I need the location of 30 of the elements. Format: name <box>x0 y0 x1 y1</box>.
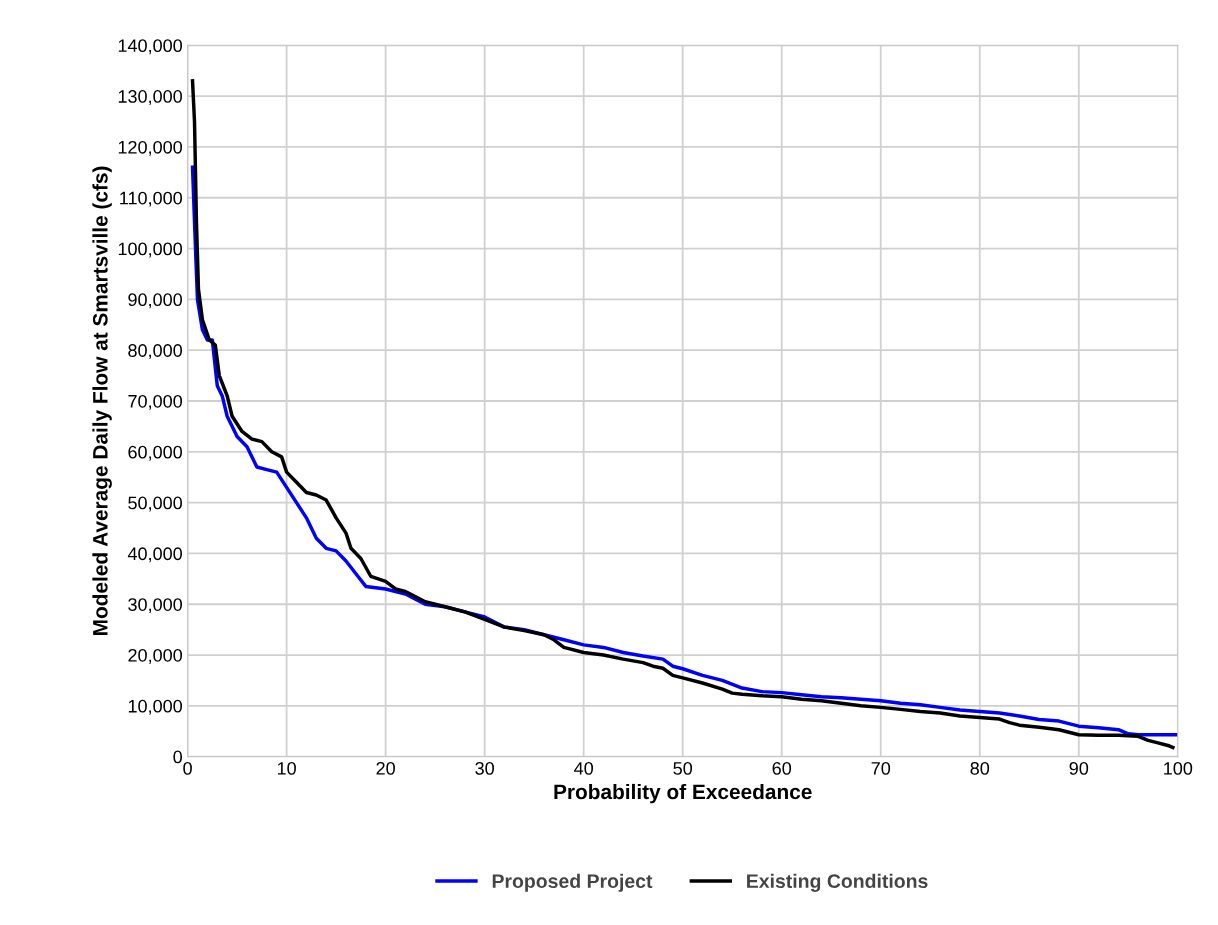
y-tick-label: 20,000 <box>128 648 183 664</box>
x-tick-label: 30 <box>475 761 494 775</box>
y-tick-label: 0 <box>173 750 183 764</box>
y-tick-label: 100,000 <box>118 242 183 258</box>
x-tick-label: 40 <box>574 761 593 775</box>
x-tick-label: 50 <box>673 761 693 775</box>
y-tick-label: 60,000 <box>128 445 183 461</box>
x-tick-label: 10 <box>277 761 296 775</box>
y-tick-label: 110,000 <box>120 191 183 207</box>
y-tick-label: 10,000 <box>128 699 183 715</box>
x-tick-label: 20 <box>376 761 395 775</box>
y-tick-label: 30,000 <box>128 598 183 614</box>
x-tick-label: 90 <box>1069 761 1089 775</box>
y-tick-label: 130,000 <box>118 90 183 105</box>
legend-label: Proposed Project <box>492 873 653 892</box>
x-tick-label: 80 <box>970 761 990 775</box>
y-tick-label: 70,000 <box>128 394 183 410</box>
x-tick-label: 70 <box>871 761 891 775</box>
x-tick-label: 60 <box>772 761 792 775</box>
y-tick-label: 50,000 <box>128 496 183 512</box>
y-tick-label: 140,000 <box>118 39 183 55</box>
legend-label: Existing Conditions <box>747 873 928 892</box>
y-axis-title: Modeled Average Daily Flow at Smartsville (cfs) <box>92 166 112 635</box>
y-tick-label: 40,000 <box>127 547 183 563</box>
y-tick-label: 80,000 <box>128 344 183 360</box>
x-axis-title: Probability of Exceedance <box>554 783 812 804</box>
x-tick-label: 100 <box>1164 761 1193 775</box>
x-tick-label: 0 <box>183 761 192 775</box>
y-tick-label: 90,000 <box>128 293 183 309</box>
y-tick-label: 120,000 <box>118 140 183 156</box>
